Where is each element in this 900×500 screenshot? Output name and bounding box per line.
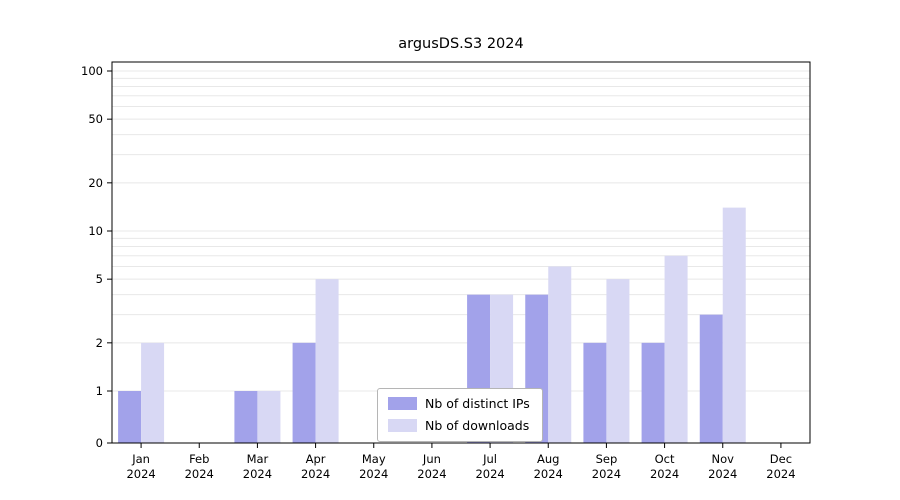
legend-label-distinct-ips: Nb of distinct IPs [425,396,530,411]
bar-distinct-ips [118,391,142,443]
bar-downloads [664,255,688,443]
x-tick-label-year: 2024 [359,467,388,481]
y-tick-label: 100 [81,64,103,78]
x-tick-label-month: May [362,452,386,466]
bar-downloads [141,342,165,443]
x-tick-label-year: 2024 [592,467,621,481]
y-tick-label: 20 [88,176,103,190]
chart-title: argusDS.S3 2024 [398,36,524,52]
y-tick-label: 5 [96,272,103,286]
x-tick-label-year: 2024 [708,467,737,481]
y-tick-label: 50 [88,112,103,126]
x-tick-label-year: 2024 [475,467,504,481]
x-tick-label-month: Aug [537,452,559,466]
legend-swatch-downloads [388,419,417,432]
x-tick-label-month: Nov [712,452,735,466]
x-tick-label-month: Dec [770,452,792,466]
x-tick-label-month: Apr [306,452,326,466]
y-tick-label: 0 [96,436,103,450]
x-tick-label-month: Feb [189,452,209,466]
bar-distinct-ips [699,314,723,443]
x-tick-label-year: 2024 [301,467,330,481]
bar-distinct-ips [583,342,607,443]
legend-swatch-distinct-ips [388,397,417,410]
bar-downloads [548,266,572,443]
y-tick-label: 10 [88,224,103,238]
x-tick-label-month: Jun [422,452,441,466]
x-tick-label-month: Jul [482,452,497,466]
y-tick-label: 1 [96,384,103,398]
bar-distinct-ips [292,342,316,443]
bar-downloads [315,279,339,443]
bar-downloads [722,207,746,443]
legend: Nb of distinct IPs Nb of downloads [377,388,543,442]
x-tick-label-month: Oct [655,452,675,466]
legend-item-downloads: Nb of downloads [388,418,530,433]
x-tick-label-year: 2024 [766,467,795,481]
x-tick-label-year: 2024 [534,467,563,481]
bar-distinct-ips [234,391,258,443]
x-tick-label-month: Sep [596,452,618,466]
legend-item-distinct-ips: Nb of distinct IPs [388,396,530,411]
bar-downloads [606,279,630,443]
x-tick-label-month: Mar [247,452,269,466]
x-tick-label-year: 2024 [185,467,214,481]
x-tick-label-year: 2024 [417,467,446,481]
x-tick-label-year: 2024 [243,467,272,481]
axes-box [111,61,811,444]
legend-label-downloads: Nb of downloads [425,418,530,433]
x-tick-label-year: 2024 [650,467,679,481]
bar-downloads [257,391,281,443]
bar-distinct-ips [641,342,665,443]
x-tick-label-year: 2024 [126,467,155,481]
x-tick-label-month: Jan [131,452,150,466]
y-tick-label: 2 [96,336,103,350]
